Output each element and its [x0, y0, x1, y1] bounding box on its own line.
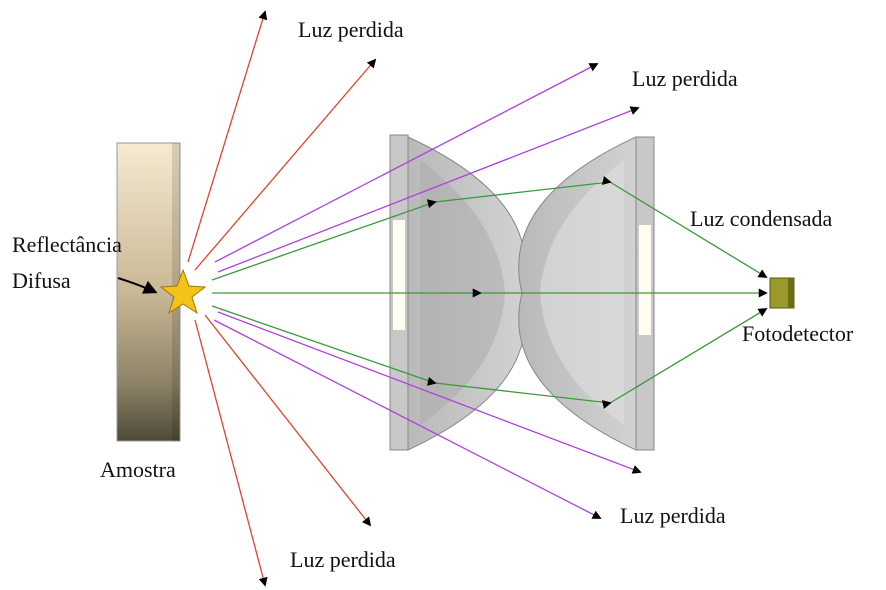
lost-light-label: Luz perdida: [298, 17, 404, 42]
lost-light-label: Luz perdida: [620, 503, 726, 528]
lost-light-label: Luz perdida: [290, 547, 396, 572]
detector-label: Fotodetector: [742, 321, 854, 346]
photodetector-side: [788, 278, 794, 308]
condensed-light-label: Luz condensada: [690, 206, 833, 231]
condensed-rays: [211, 175, 768, 409]
sample-label: Amostra: [100, 457, 176, 482]
reflectance-label: Difusa: [12, 268, 71, 293]
reflectance-label: Reflectância: [12, 232, 122, 257]
pointer-arrow: [117, 277, 158, 294]
reflection-star: [159, 268, 207, 315]
lost-light-label: Luz perdida: [632, 66, 738, 91]
lost-rays-red: [187, 10, 377, 587]
